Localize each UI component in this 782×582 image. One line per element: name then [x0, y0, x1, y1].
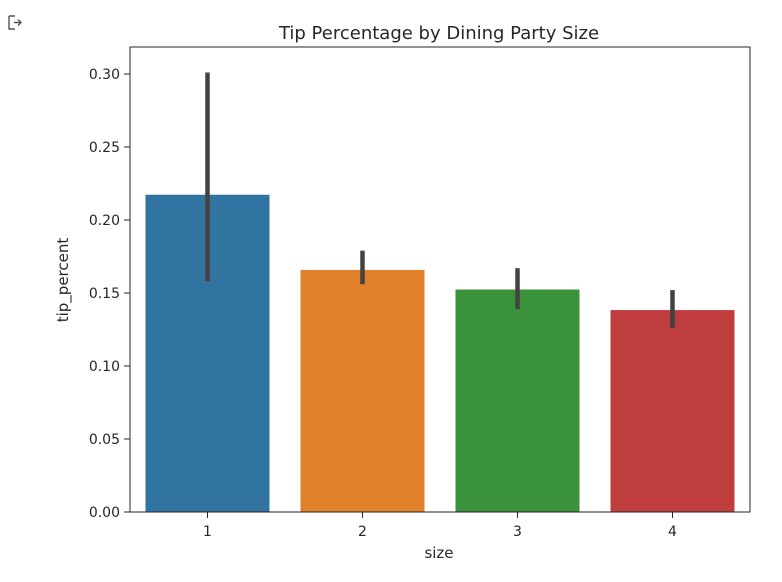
bar-size-2	[300, 269, 425, 512]
plot-frame	[129, 46, 751, 513]
x-axis-label: size	[424, 544, 453, 562]
y-tick-label: 0.10	[89, 359, 120, 375]
output-arrow-icon	[8, 15, 22, 30]
y-tick-label: 0.05	[89, 432, 120, 448]
bar-size-4	[610, 310, 735, 512]
y-axis-label: tip_percent	[54, 238, 73, 323]
x-tick-label: 2	[358, 524, 367, 540]
x-tick-label: 3	[513, 524, 522, 540]
y-tick-label: 0.20	[89, 213, 120, 229]
y-tick-label: 0.30	[89, 67, 120, 83]
bar-size-3	[455, 289, 580, 512]
y-tick-label: 0.25	[89, 140, 120, 156]
x-tick-label: 4	[668, 524, 677, 540]
x-tick-label: 1	[203, 524, 212, 540]
y-tick-label: 0.15	[89, 286, 120, 302]
chart-title: Tip Percentage by Dining Party Size	[278, 23, 599, 44]
y-tick-label: 0.00	[89, 505, 120, 521]
